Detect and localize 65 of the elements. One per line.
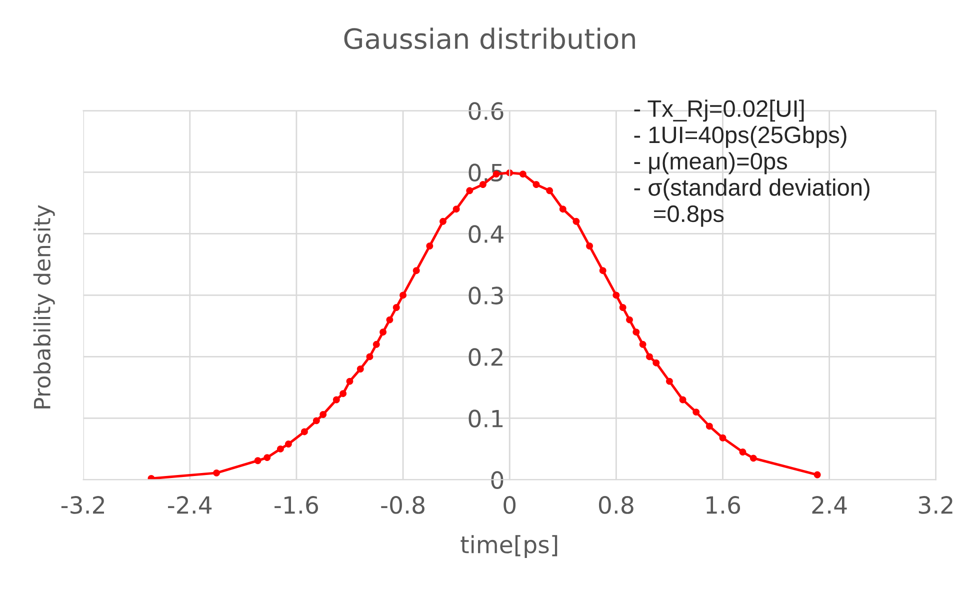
point	[356, 366, 364, 372]
point	[519, 170, 526, 178]
point	[599, 267, 606, 274]
point	[739, 448, 746, 456]
y-tick-label: 0.1	[468, 410, 503, 428]
x-tick-label: -2.4	[168, 496, 212, 514]
x-axis-title: time[ps]	[460, 535, 558, 558]
point	[706, 422, 713, 430]
point	[679, 396, 686, 404]
x-tick-label: 3.2	[918, 496, 952, 514]
y-tick-label: 0.2	[468, 348, 502, 366]
y-axis-title: Probability density	[33, 205, 55, 408]
point	[626, 316, 633, 324]
point	[532, 181, 540, 188]
point	[814, 471, 821, 478]
x-tick-label: 0.8	[598, 496, 634, 514]
point	[276, 445, 284, 452]
point	[412, 267, 420, 274]
point	[666, 378, 673, 385]
point	[719, 434, 726, 442]
chart-title: Gaussian distribution	[344, 28, 635, 50]
point	[332, 396, 340, 404]
point	[284, 440, 292, 448]
point	[213, 469, 220, 476]
point	[340, 390, 347, 398]
y-tick-label: 0.3	[468, 286, 503, 305]
x-tick-label: -0.8	[381, 496, 424, 514]
point	[572, 218, 580, 225]
point	[372, 340, 380, 348]
point	[300, 428, 308, 436]
point	[386, 316, 394, 324]
x-tick-label: 0	[504, 496, 516, 514]
point	[750, 454, 757, 462]
point	[692, 408, 700, 416]
x-tick-label: 1.6	[706, 496, 740, 514]
point	[619, 304, 626, 311]
x-tick-label: -1.6	[274, 496, 318, 514]
point	[366, 353, 374, 360]
point	[312, 417, 320, 424]
point	[400, 292, 406, 299]
point	[546, 187, 554, 194]
point	[320, 411, 327, 418]
y-tick-label: 0.4	[468, 225, 504, 244]
point	[639, 340, 646, 348]
x-tick-label: 2.4	[812, 496, 847, 514]
point	[586, 242, 594, 250]
point	[254, 457, 262, 464]
point	[452, 206, 460, 213]
point	[646, 353, 653, 360]
y-tick-label: 0	[491, 471, 504, 490]
point	[264, 454, 271, 462]
point	[466, 187, 474, 194]
point	[392, 304, 400, 311]
point	[440, 218, 446, 225]
point	[559, 206, 566, 213]
point	[426, 242, 434, 250]
y-tick-label: 0.6	[468, 102, 504, 120]
point	[380, 328, 387, 336]
annotation: - Tx_Rj=0.02[UI] - 1UI=40ps(25Gbps) - μ(mean)=0ps - σ(standard deviation) =0.8ps	[634, 100, 870, 227]
point	[652, 359, 660, 366]
point	[346, 378, 354, 385]
point	[479, 181, 486, 188]
x-tick-label: -3.2	[61, 496, 104, 514]
point	[632, 328, 640, 336]
point	[612, 292, 620, 299]
